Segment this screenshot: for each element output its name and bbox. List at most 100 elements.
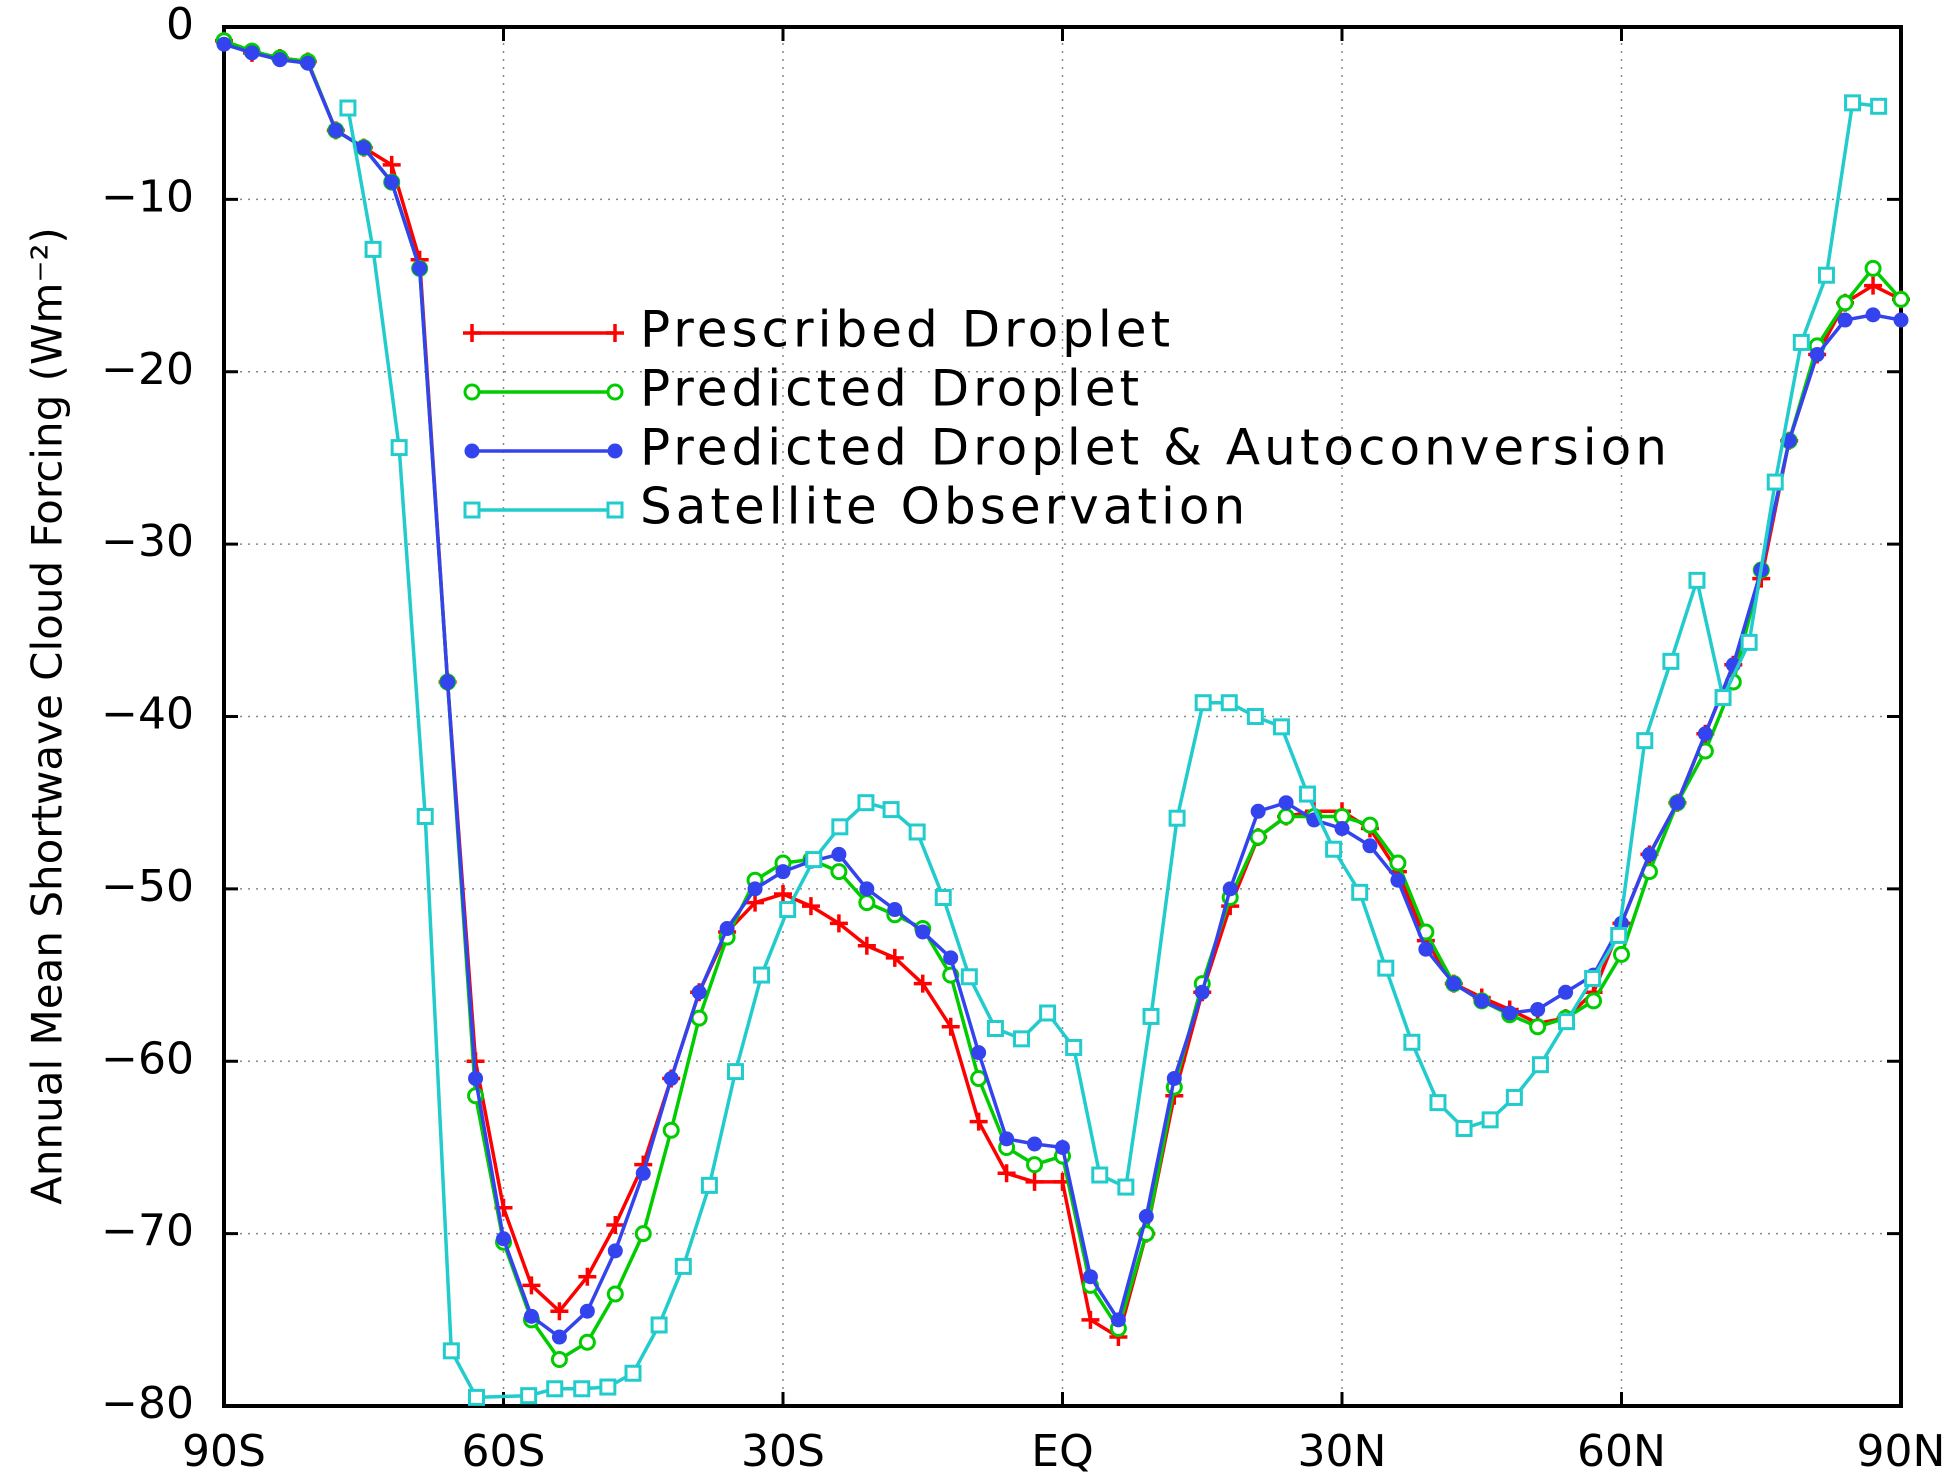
- marker: [1531, 1056, 1549, 1074]
- marker: [1610, 926, 1628, 944]
- marker: [857, 794, 875, 812]
- legend-marker: [606, 383, 624, 401]
- y-tick-label: −30: [101, 516, 194, 567]
- marker: [1474, 993, 1490, 1009]
- marker: [801, 897, 820, 916]
- legend-marker: [463, 501, 481, 519]
- marker: [831, 818, 849, 836]
- marker: [934, 888, 952, 906]
- marker: [412, 260, 428, 276]
- x-tick-label: EQ: [1031, 1426, 1093, 1477]
- marker: [1893, 312, 1909, 328]
- marker: [1714, 689, 1732, 707]
- marker: [1688, 571, 1706, 589]
- marker: [1351, 883, 1369, 901]
- marker: [753, 966, 771, 984]
- marker: [986, 1019, 1004, 1037]
- marker: [606, 1216, 625, 1235]
- marker: [1446, 976, 1462, 992]
- x-tick-label: 60S: [462, 1426, 546, 1477]
- marker: [1222, 881, 1238, 897]
- marker: [774, 885, 792, 904]
- marker: [1864, 259, 1882, 277]
- marker: [1194, 694, 1212, 712]
- marker: [468, 1070, 484, 1086]
- marker: [1844, 94, 1862, 112]
- marker: [747, 881, 763, 897]
- series: [339, 94, 1888, 1406]
- marker: [390, 439, 408, 457]
- marker: [1168, 809, 1186, 827]
- marker: [384, 174, 400, 190]
- legend-label: Prescribed Droplet: [640, 301, 1174, 359]
- marker: [607, 1243, 623, 1259]
- marker: [690, 1009, 708, 1027]
- marker: [941, 1017, 960, 1036]
- marker: [1529, 1018, 1547, 1036]
- marker: [1142, 1007, 1160, 1025]
- marker: [1278, 795, 1294, 811]
- marker: [1613, 945, 1630, 963]
- marker: [550, 1302, 569, 1321]
- y-tick-label: −50: [101, 861, 194, 912]
- marker: [1117, 1178, 1135, 1196]
- marker: [1362, 838, 1378, 854]
- marker: [1250, 803, 1266, 819]
- marker: [1403, 1033, 1421, 1051]
- marker: [1026, 1156, 1044, 1174]
- marker: [1817, 266, 1835, 284]
- marker: [573, 1380, 591, 1398]
- marker: [1082, 1269, 1098, 1285]
- marker: [467, 1388, 485, 1406]
- y-tick-label: −60: [101, 1033, 194, 1084]
- marker: [496, 1231, 511, 1247]
- marker: [1558, 1013, 1576, 1031]
- marker: [1809, 347, 1825, 363]
- marker: [1065, 1038, 1083, 1056]
- marker: [887, 902, 903, 918]
- marker: [1166, 1070, 1182, 1086]
- marker: [1138, 1208, 1154, 1224]
- marker: [599, 1378, 617, 1396]
- marker: [943, 950, 959, 966]
- marker: [1669, 795, 1685, 811]
- marker: [1091, 1166, 1109, 1184]
- legend-marker: [606, 324, 624, 342]
- legend-label: Predicted Droplet & Autoconversion: [640, 419, 1671, 477]
- legend-marker: [607, 443, 623, 459]
- marker: [634, 1225, 652, 1243]
- marker: [719, 921, 735, 937]
- marker: [520, 1387, 538, 1405]
- marker: [551, 1329, 567, 1345]
- marker: [578, 1267, 597, 1286]
- x-tick-label: 30S: [741, 1426, 825, 1477]
- marker: [1055, 1139, 1070, 1155]
- marker: [1334, 821, 1350, 837]
- legend-marker: [606, 501, 624, 519]
- marker: [382, 155, 401, 174]
- marker: [1662, 652, 1680, 670]
- marker: [1530, 1002, 1546, 1018]
- marker: [1505, 1088, 1523, 1106]
- marker: [1455, 1119, 1473, 1137]
- marker: [779, 901, 797, 919]
- marker: [1502, 1005, 1518, 1021]
- marker: [1110, 1312, 1126, 1328]
- marker: [1390, 872, 1406, 888]
- marker: [1766, 473, 1784, 491]
- marker: [1025, 1172, 1044, 1191]
- marker: [1277, 807, 1295, 825]
- marker: [1558, 984, 1574, 1000]
- marker: [1892, 290, 1910, 308]
- marker: [328, 122, 344, 138]
- marker: [606, 1285, 624, 1303]
- legend-label: Satellite Observation: [640, 478, 1249, 536]
- marker: [579, 1303, 595, 1319]
- marker: [1249, 828, 1267, 846]
- marker: [522, 1276, 541, 1295]
- plot-frame: [222, 25, 1903, 1408]
- marker: [1740, 633, 1758, 651]
- marker: [999, 1131, 1015, 1147]
- marker: [913, 974, 932, 993]
